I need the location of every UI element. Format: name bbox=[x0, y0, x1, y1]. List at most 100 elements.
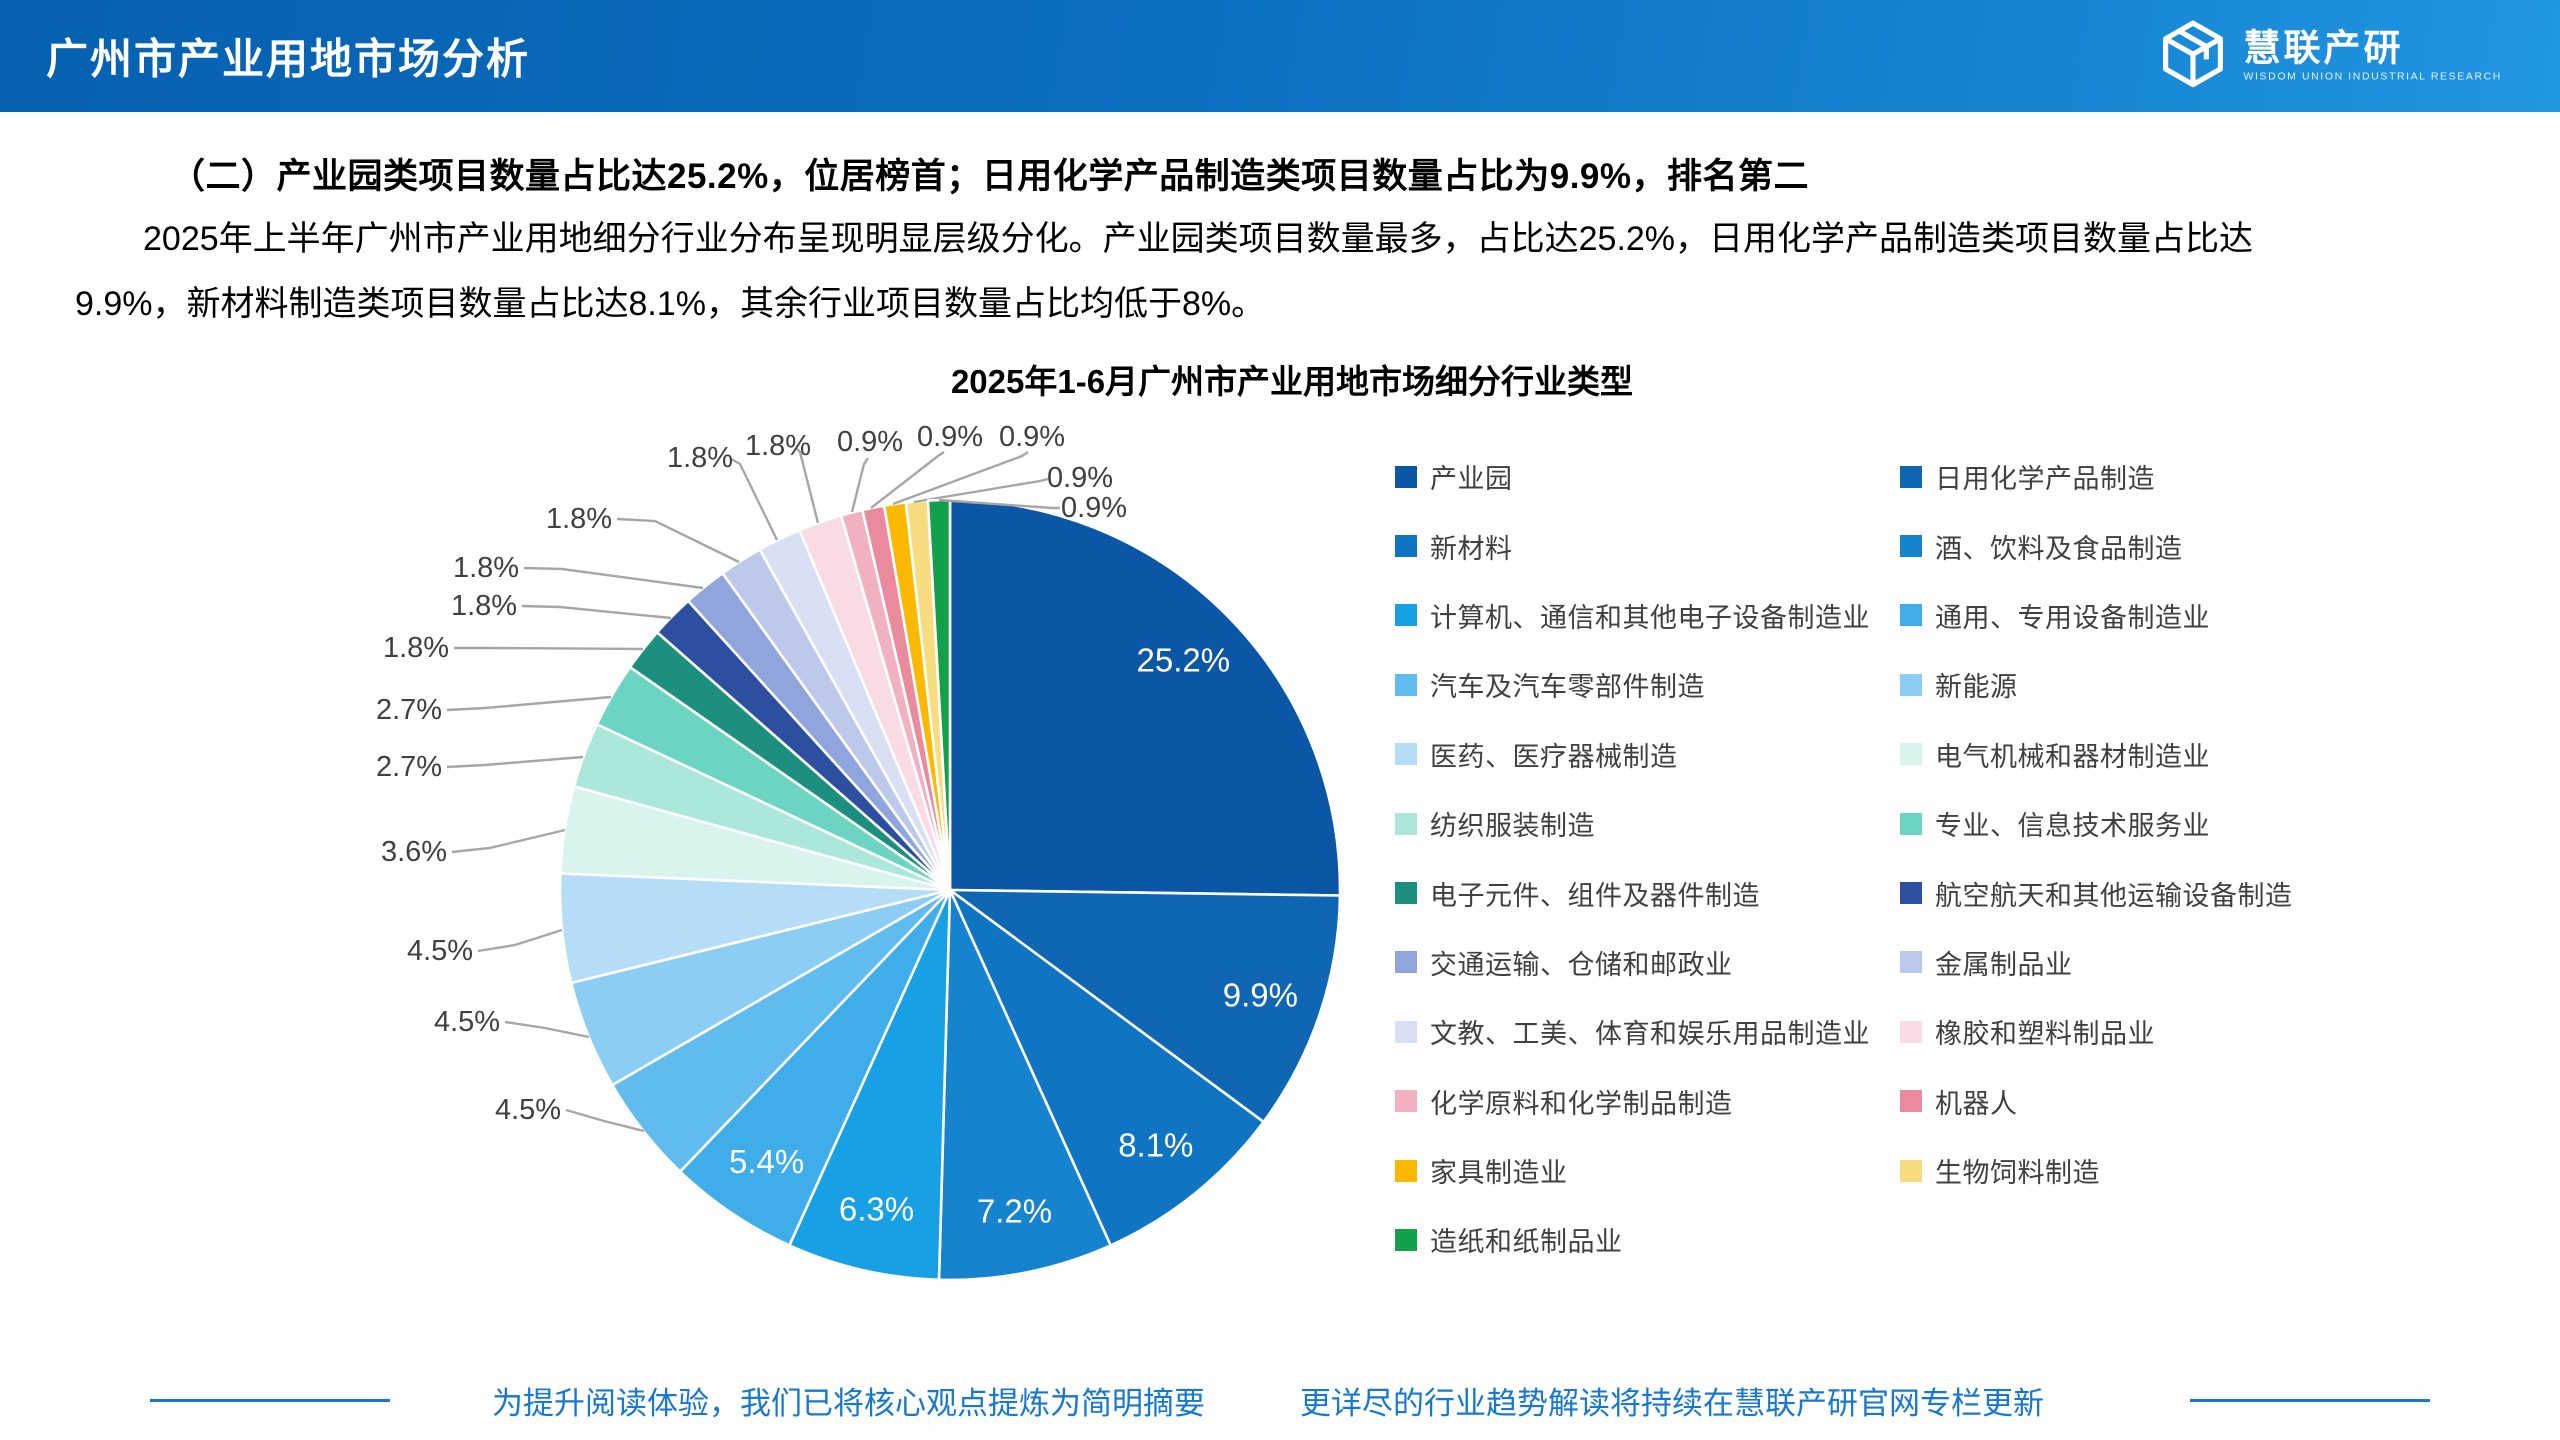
leader-line bbox=[913, 477, 1049, 504]
leader-line bbox=[870, 451, 945, 509]
legend-swatch bbox=[1395, 1228, 1417, 1251]
legend-item: 化学原料和化学制品制造 bbox=[1395, 1067, 1870, 1136]
legend-item: 汽车及汽车零部件制造 bbox=[1395, 650, 1870, 719]
legend-swatch bbox=[1900, 812, 1922, 835]
legend-label: 通用、专用设备制造业 bbox=[1935, 602, 2210, 633]
pie-data-label: 8.1% bbox=[1118, 1126, 1193, 1163]
leader-line bbox=[565, 1108, 645, 1133]
legend-label: 橡胶和塑料制品业 bbox=[1935, 1019, 2155, 1050]
pie-data-label: 0.9% bbox=[1047, 462, 1113, 494]
pie-data-label: 0.9% bbox=[917, 421, 983, 453]
legend-label: 文教、工美、体育和娱乐用品制造业 bbox=[1430, 1019, 1870, 1050]
pie-slice bbox=[948, 888, 1342, 1124]
legend-swatch bbox=[1900, 1090, 1922, 1113]
legend-swatch bbox=[1395, 673, 1417, 696]
legend-swatch bbox=[1900, 604, 1922, 627]
legend-label: 计算机、通信和其他电子设备制造业 bbox=[1430, 602, 1870, 633]
legend-swatch bbox=[1395, 743, 1417, 766]
leader-line bbox=[454, 646, 644, 651]
pie-data-label: 1.8% bbox=[745, 430, 811, 462]
legend-item: 电气机械和器材制造业 bbox=[1900, 720, 2293, 789]
legend-item: 家具制造业 bbox=[1395, 1136, 1870, 1205]
leader-line bbox=[521, 604, 672, 620]
legend-item: 产业园 bbox=[1395, 442, 1870, 511]
legend-swatch bbox=[1395, 1090, 1417, 1113]
leader-line bbox=[730, 457, 779, 541]
legend-item: 生物饲料制造 bbox=[1900, 1136, 2293, 1205]
legend-item: 专业、信息技术服务业 bbox=[1900, 789, 2293, 858]
page-title: 广州市产业用地市场分析 bbox=[46, 35, 531, 83]
legend-swatch bbox=[1395, 535, 1417, 558]
legend-item: 文教、工美、体育和娱乐用品制造业 bbox=[1395, 997, 1870, 1066]
legend-item: 通用、专用设备制造业 bbox=[1900, 581, 2293, 650]
brand-name-en: WISDOM UNION INDUSTRIAL RESEARCH bbox=[2243, 70, 2502, 83]
legend-label: 日用化学产品制造 bbox=[1935, 464, 2155, 495]
legend-item: 新能源 bbox=[1900, 650, 2293, 719]
key-finding-heading: （二）产业园类项目数量占比达25.2%，位居榜首；日用化学产品制造类项目数量占比… bbox=[170, 157, 1810, 196]
pie-slice bbox=[937, 888, 1112, 1282]
legend-item: 日用化学产品制造 bbox=[1900, 442, 2293, 511]
legend-item: 交通运输、仓储和邮政业 bbox=[1395, 928, 1870, 997]
legend-swatch bbox=[1395, 465, 1417, 488]
pie-data-label: 4.5% bbox=[434, 1006, 500, 1038]
legend-swatch bbox=[1900, 882, 1922, 905]
brand-name: 慧联产研 WISDOM UNION INDUSTRIAL RESEARCH bbox=[2243, 27, 2503, 83]
legend-swatch bbox=[1900, 1159, 1922, 1182]
pie-data-label: 2.7% bbox=[376, 694, 442, 726]
cube-logo-icon bbox=[2156, 17, 2230, 96]
legend-item: 纺织服装制造 bbox=[1395, 789, 1870, 858]
legend-label: 电子元件、组件及器件制造 bbox=[1430, 880, 1760, 911]
legend-item: 计算机、通信和其他电子设备制造业 bbox=[1395, 581, 1870, 650]
pie-data-label: 1.8% bbox=[453, 552, 519, 584]
leader-line bbox=[523, 566, 704, 590]
pie-data-label: 1.8% bbox=[667, 442, 733, 474]
legend-swatch bbox=[1900, 951, 1922, 974]
leader-line bbox=[616, 517, 740, 564]
legend-label: 机器人 bbox=[1935, 1088, 2018, 1119]
legend-item: 新材料 bbox=[1395, 511, 1870, 580]
legend-swatch bbox=[1395, 1020, 1417, 1043]
legend-label: 电气机械和器材制造业 bbox=[1935, 741, 2210, 772]
legend-label: 交通运输、仓储和邮政业 bbox=[1430, 949, 1733, 980]
brand-name-cn: 慧联产研 bbox=[2243, 27, 2404, 69]
pie-data-label: 0.9% bbox=[1061, 492, 1127, 524]
legend-swatch bbox=[1900, 1020, 1922, 1043]
leader-line bbox=[892, 451, 1029, 506]
legend-label: 生物饲料制造 bbox=[1935, 1158, 2100, 1189]
legend-column-1: 产业园 新材料 计算机、通信和其他电子设备制造业 汽车及汽车零部件制造 医药、医疗器械制… bbox=[1395, 442, 1870, 1275]
brand-logo: 慧联产研 WISDOM UNION INDUSTRIAL RESEARCH bbox=[2156, 17, 2503, 96]
pie-slice bbox=[678, 888, 952, 1247]
legend-label: 金属制品业 bbox=[1935, 949, 2073, 980]
legend-item: 电子元件、组件及器件制造 bbox=[1395, 858, 1870, 927]
legend-swatch bbox=[1395, 951, 1417, 974]
chart-title: 2025年1-6月广州市产业用地市场细分行业类型 bbox=[950, 363, 1634, 400]
leader-line bbox=[850, 457, 869, 513]
legend-label: 产业园 bbox=[1430, 464, 1513, 495]
legend-label: 专业、信息技术服务业 bbox=[1935, 811, 2210, 842]
legend-swatch bbox=[1395, 812, 1417, 835]
pie-data-label: 7.2% bbox=[977, 1193, 1052, 1230]
leader-line bbox=[795, 447, 820, 524]
leader-line bbox=[451, 828, 566, 854]
pie-slice bbox=[788, 888, 952, 1282]
legend-swatch bbox=[1395, 1159, 1417, 1182]
leader-line bbox=[938, 498, 1060, 510]
legend-item: 酒、饮料及食品制造 bbox=[1900, 511, 2293, 580]
pie-data-label: 9.9% bbox=[1223, 976, 1298, 1013]
legend-label: 新能源 bbox=[1935, 672, 2018, 703]
legend-item: 橡胶和塑料制品业 bbox=[1900, 997, 2293, 1066]
legend-label: 汽车及汽车零部件制造 bbox=[1430, 672, 1705, 703]
legend-item: 航空航天和其他运输设备制造 bbox=[1900, 858, 2293, 927]
body-paragraph-line2: 9.9%，新材料制造类项目数量占比达8.1%，其余行业项目数量占比均低于8%。 bbox=[75, 285, 1266, 323]
leader-line bbox=[446, 755, 584, 769]
body-paragraph-line1: 2025年上半年广州市产业用地细分行业分布呈现明显层级分化。产业园类项目数量最多… bbox=[143, 220, 2254, 258]
pie-data-label: 1.8% bbox=[383, 632, 449, 664]
legend-swatch bbox=[1900, 465, 1922, 488]
pie-data-label: 0.9% bbox=[999, 421, 1065, 453]
legend-swatch bbox=[1395, 882, 1417, 905]
legend-swatch bbox=[1900, 535, 1922, 558]
pie-data-label: 25.2% bbox=[1137, 642, 1231, 679]
pie-data-label: 5.4% bbox=[729, 1143, 804, 1180]
pie-data-label: 1.8% bbox=[546, 503, 612, 535]
